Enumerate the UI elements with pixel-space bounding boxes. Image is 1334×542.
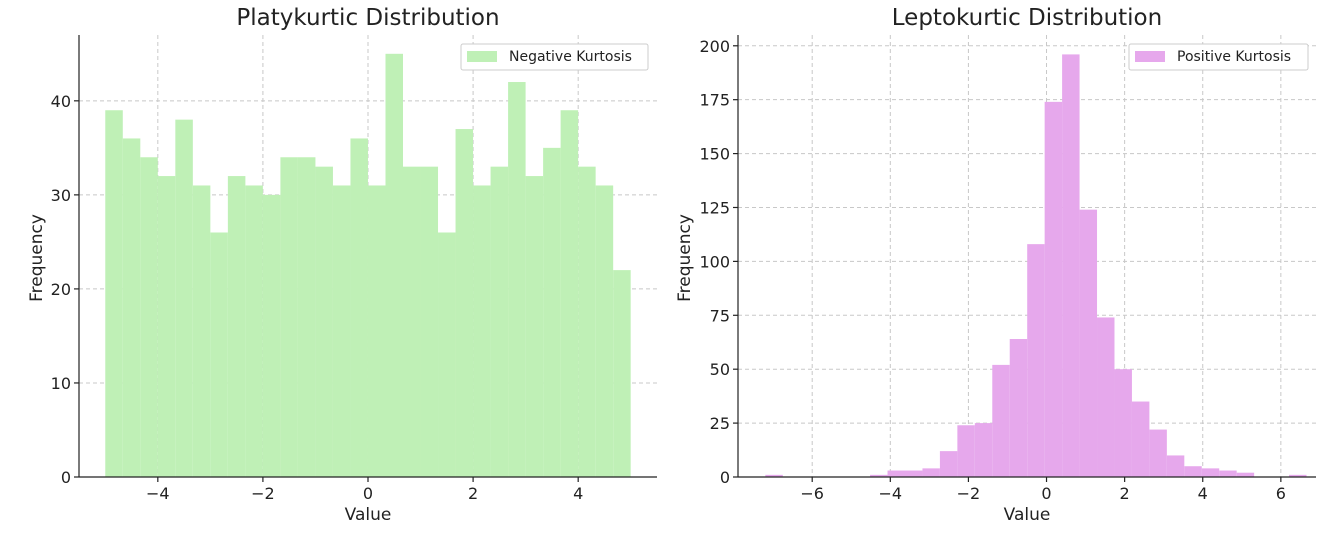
y-tick-label: 25 (710, 414, 730, 433)
legend-platykurtic: Negative Kurtosis (460, 43, 649, 71)
histogram-bar (227, 176, 246, 477)
legend-label-positive-kurtosis: Positive Kurtosis (1177, 49, 1291, 65)
histogram-bar (765, 474, 783, 477)
x-tick-label: −2 (251, 484, 275, 503)
histogram-bar (1009, 339, 1028, 477)
histogram-bar (105, 110, 123, 477)
histogram-bar (455, 129, 474, 478)
y-tick-label: 0 (61, 468, 71, 487)
histogram-bar (560, 110, 579, 477)
y-tick-label: 20 (51, 280, 71, 299)
y-axis-label-leptokurtic: Frequency (675, 214, 695, 302)
histogram-bar (525, 176, 544, 477)
histogram-bar (157, 176, 176, 477)
x-tick-label: 4 (1198, 484, 1208, 503)
histogram-bar (122, 138, 141, 477)
histogram-bar (175, 119, 193, 477)
histogram-bar (992, 364, 1010, 477)
x-tick-label: −6 (800, 484, 824, 503)
y-tick-label: 200 (699, 37, 730, 56)
histogram-bar (350, 138, 368, 477)
histogram-bar (192, 185, 211, 477)
y-tick-label: 10 (51, 374, 71, 393)
legend-leptokurtic: Positive Kurtosis (1128, 43, 1309, 71)
y-tick-label: 50 (710, 360, 730, 379)
legend-label-negative-kurtosis: Negative Kurtosis (509, 49, 632, 65)
x-tick-label: 4 (573, 484, 583, 503)
histogram-bar (403, 166, 421, 477)
platykurtic-chart: Platykurtic Distribution −4 −2 0 2 401020304… (27, 5, 657, 525)
histogram-bar (595, 185, 614, 477)
y-tick-label: 40 (51, 92, 71, 111)
x-tick-label: −4 (146, 484, 170, 503)
legend-swatch-negative-kurtosis (467, 51, 497, 62)
x-tick-label: −4 (879, 484, 903, 503)
x-tick-label: −2 (957, 484, 981, 503)
histogram-bar (280, 157, 298, 478)
x-tick-label: 6 (1276, 484, 1286, 503)
x-axis-label-platykurtic: Value (345, 505, 392, 525)
y-axis-label-platykurtic: Frequency (27, 214, 47, 302)
y-tick-label: 125 (699, 198, 730, 217)
histogram-bar (297, 157, 316, 478)
x-tick-label: 0 (1041, 484, 1051, 503)
legend-swatch-positive-kurtosis (1135, 51, 1165, 62)
histogram-bar (385, 53, 404, 478)
histogram-bar (957, 425, 975, 477)
histogram-bar (578, 166, 596, 477)
histogram-bar (438, 232, 456, 477)
histogram-bar (1184, 466, 1202, 477)
histogram-bar (1149, 429, 1167, 477)
x-tick-label: 2 (1120, 484, 1130, 503)
histogram-bar (245, 185, 263, 477)
histogram-bar (1131, 401, 1150, 477)
chart-title-leptokurtic: Leptokurtic Distribution (892, 5, 1162, 31)
chart-title-platykurtic: Platykurtic Distribution (236, 5, 499, 31)
y-tick-label: 175 (699, 91, 730, 110)
histogram-bar (367, 185, 386, 477)
histogram-bar (887, 470, 905, 477)
histogram-bar (508, 82, 526, 478)
histogram-bar (870, 474, 888, 477)
histogram-bar (332, 185, 351, 477)
y-tick-label: 30 (51, 186, 71, 205)
histogram-bar (543, 147, 561, 477)
histogram-bar (1027, 244, 1045, 477)
histogram-bar (1062, 54, 1080, 477)
x-axis-label-leptokurtic: Value (1004, 505, 1051, 525)
y-tick-label: 0 (720, 468, 730, 487)
histogram-bar (1201, 468, 1220, 477)
histogram-bar (1236, 472, 1255, 477)
histogram-bar (904, 470, 923, 477)
histogram-bar (1219, 470, 1237, 477)
histogram-bar (1166, 455, 1185, 477)
histogram-bar (262, 194, 281, 477)
histogram-bar (922, 468, 940, 477)
x-tick-label: 0 (363, 484, 373, 503)
histogram-bar (939, 451, 958, 477)
histogram-bar (974, 423, 993, 477)
histogram-bar (473, 185, 491, 477)
histogram-bar (315, 166, 333, 477)
y-tick-label: 75 (710, 306, 730, 325)
histogram-bar (490, 166, 509, 477)
histogram-bar (420, 166, 439, 477)
histogram-bar (210, 232, 228, 477)
histogram-bar (1114, 369, 1132, 477)
histogram-bar (1289, 474, 1307, 477)
histogram-bar (1044, 101, 1063, 478)
x-tick-label: 2 (468, 484, 478, 503)
histogram-bar (1097, 317, 1115, 477)
histogram-bar (1079, 209, 1098, 477)
histogram-bar (613, 270, 631, 477)
leptokurtic-chart: Leptokurtic Distribution −6 −4 −2 0 2 4 6 0 25 50… (675, 5, 1316, 525)
histogram-bar (140, 157, 158, 478)
y-tick-label: 150 (699, 145, 730, 164)
y-tick-label: 100 (699, 252, 730, 271)
